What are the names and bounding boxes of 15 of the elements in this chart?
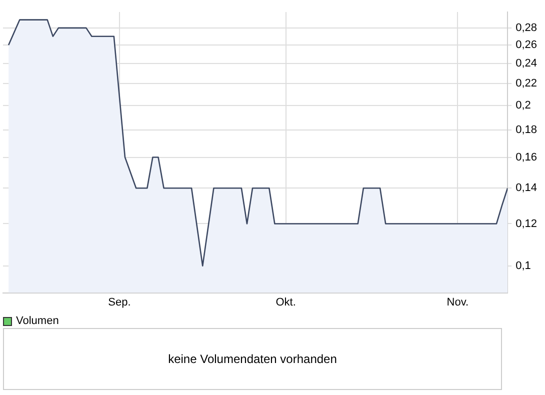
y-tick-label: 0,1	[516, 260, 531, 272]
y-tick-label: 0,12	[516, 218, 538, 230]
y-tick-label: 0,2	[516, 100, 531, 112]
x-tick-label: Nov.	[446, 296, 469, 308]
y-tick-label: 0,22	[516, 78, 538, 90]
y-tick-label: 0,24	[516, 58, 538, 70]
y-tick-label: 0,26	[516, 39, 538, 52]
x-tick-label: Okt.	[276, 296, 296, 308]
y-tick-label: 0,14	[516, 182, 538, 194]
y-tick-label: 0,28	[516, 22, 538, 34]
text: Volumen	[16, 315, 59, 327]
text: keine Volumendaten vorhanden	[168, 352, 337, 366]
x-tick-label: Sep.	[108, 296, 131, 308]
y-tick-label: 0,18	[516, 124, 538, 136]
y-tick-label: 0,16	[516, 151, 538, 164]
